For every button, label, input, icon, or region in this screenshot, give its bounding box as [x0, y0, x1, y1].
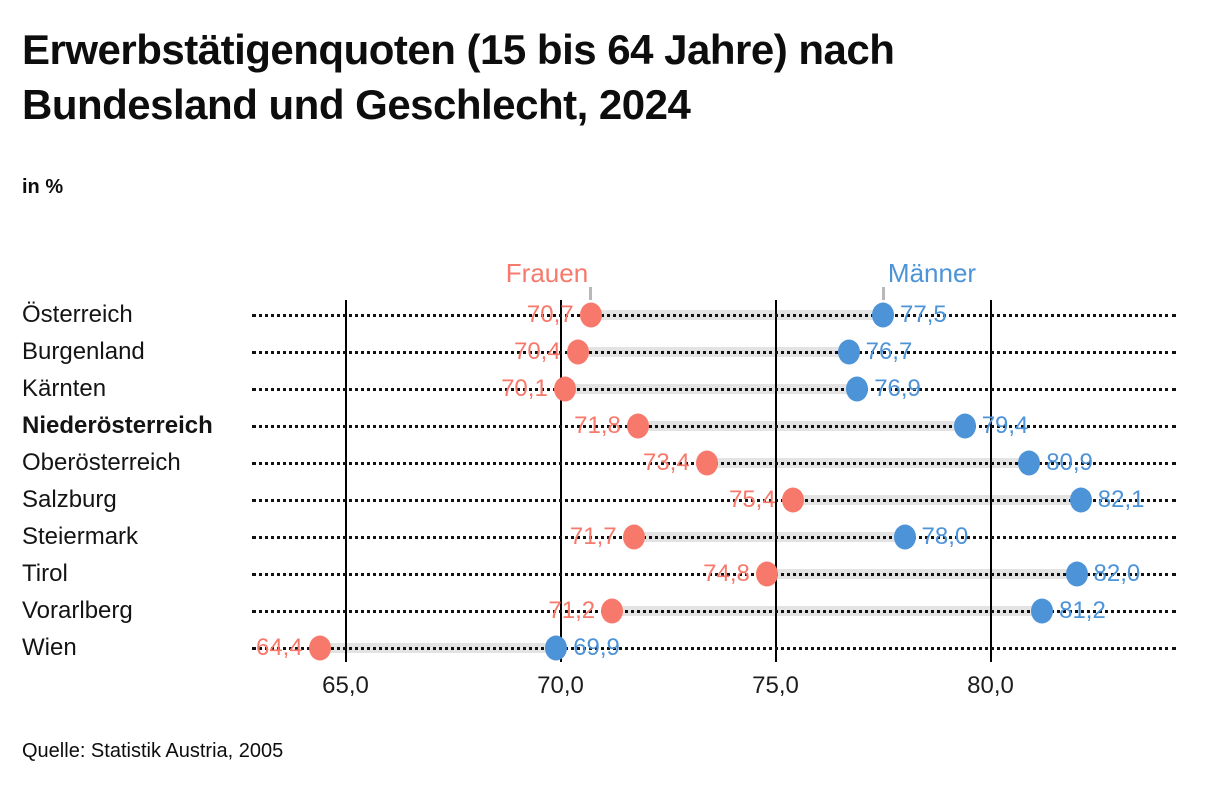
- x-tick-label: 70,0: [537, 672, 584, 699]
- frauen-dot[interactable]: [308, 635, 331, 661]
- maenner-value-label: 82,0: [1093, 560, 1141, 587]
- legend-tick-frauen: [589, 287, 593, 300]
- maenner-dot[interactable]: [1069, 487, 1092, 513]
- x-gridline: [559, 300, 562, 662]
- category-label: Tirol: [22, 560, 68, 587]
- frauen-value-label: 70,4: [513, 338, 561, 365]
- maenner-value-label: 79,4: [981, 412, 1029, 439]
- row-leader-line: [252, 387, 1176, 391]
- maenner-value-label: 76,9: [874, 375, 921, 402]
- chart-title-line1: Erwerbstätigenquoten (15 bis 64 Jahre) n…: [22, 26, 895, 73]
- maenner-dot[interactable]: [1031, 598, 1054, 624]
- row-leader-line: [252, 313, 1176, 317]
- category-label: Österreich: [22, 301, 133, 328]
- maenner-value-label: 76,7: [865, 338, 913, 365]
- frauen-value-label: 73,4: [642, 449, 690, 476]
- category-label: Niederösterreich: [22, 412, 213, 439]
- frauen-dot[interactable]: [553, 376, 576, 402]
- row-leader-line: [252, 535, 1176, 539]
- row-leader-line: [252, 572, 1176, 576]
- row-leader-line: [252, 424, 1176, 428]
- frauen-dot[interactable]: [601, 598, 624, 624]
- frauen-dot[interactable]: [622, 524, 645, 550]
- category-label: Salzburg: [22, 486, 117, 513]
- legend-tick-maenner: [881, 287, 885, 300]
- frauen-value-label: 70,1: [501, 375, 548, 402]
- frauen-dot[interactable]: [781, 487, 804, 513]
- row-leader-line: [252, 498, 1176, 502]
- frauen-value-label: 75,4: [728, 486, 776, 513]
- frauen-value-label: 71,7: [569, 523, 617, 550]
- maenner-value-label: 69,9: [573, 634, 620, 661]
- maenner-dot[interactable]: [545, 635, 568, 661]
- x-gridline: [344, 300, 347, 662]
- frauen-dot[interactable]: [626, 413, 649, 439]
- category-label: Burgenland: [22, 338, 145, 365]
- maenner-value-label: 81,2: [1059, 597, 1106, 624]
- maenner-dot[interactable]: [1018, 450, 1041, 476]
- source-note: Quelle: Statistik Austria, 2005: [22, 740, 284, 762]
- frauen-dot[interactable]: [695, 450, 718, 476]
- maenner-dot[interactable]: [837, 339, 860, 365]
- frauen-dot[interactable]: [755, 561, 778, 587]
- x-gridline: [774, 300, 777, 662]
- maenner-value-label: 80,9: [1046, 449, 1093, 476]
- x-tick-label: 75,0: [752, 672, 799, 699]
- frauen-value-label: 74,8: [703, 560, 750, 587]
- category-label: Kärnten: [22, 375, 107, 402]
- maenner-dot[interactable]: [893, 524, 916, 550]
- category-label: Steiermark: [22, 523, 139, 550]
- x-gridline: [989, 300, 992, 662]
- category-label: Oberösterreich: [22, 449, 181, 476]
- category-label: Vorarlberg: [22, 597, 133, 624]
- maenner-dot[interactable]: [872, 302, 894, 328]
- x-tick-label: 65,0: [322, 672, 369, 699]
- frauen-value-label: 71,8: [574, 412, 621, 439]
- frauen-value-label: 70,7: [526, 301, 574, 328]
- maenner-value-label: 82,1: [1097, 486, 1145, 513]
- legend-label-maenner: Männer: [887, 258, 977, 288]
- unit-label: in %: [22, 176, 64, 198]
- frauen-value-label: 64,4: [255, 634, 303, 661]
- row-leader-line: [252, 350, 1176, 354]
- chart-title: Erwerbstätigenquoten (15 bis 64 Jahre) n…: [22, 22, 1142, 132]
- category-label: Wien: [22, 634, 77, 661]
- x-tick-label: 80,0: [967, 672, 1014, 699]
- frauen-dot[interactable]: [566, 339, 589, 365]
- row-leader-line: [252, 646, 1176, 650]
- legend-label-frauen: Frauen: [505, 258, 589, 288]
- maenner-dot[interactable]: [846, 376, 869, 402]
- maenner-value-label: 77,5: [900, 301, 947, 328]
- maenner-dot[interactable]: [953, 413, 976, 439]
- row-leader-line: [252, 609, 1176, 613]
- frauen-value-label: 71,2: [548, 597, 596, 624]
- frauen-dot[interactable]: [579, 302, 602, 328]
- maenner-dot[interactable]: [1065, 561, 1088, 587]
- chart-title-line2: Bundesland und Geschlecht, 2024: [22, 81, 691, 128]
- maenner-value-label: 78,0: [921, 523, 969, 550]
